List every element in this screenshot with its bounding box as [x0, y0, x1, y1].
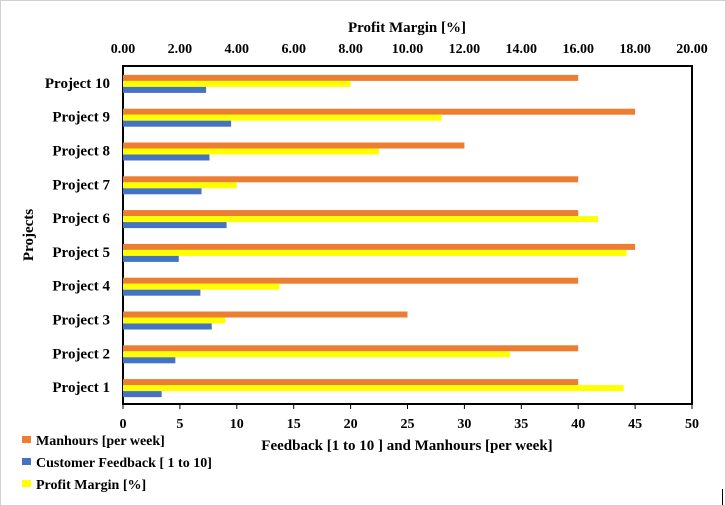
bottom-axis-ticks: 0 5 10 15 20 25 30 35 40 45 50 — [120, 404, 699, 432]
bar-customer-feedback — [123, 222, 227, 229]
category-label: Project 4 — [52, 279, 110, 295]
bar-profit-margin — [123, 148, 380, 155]
bar-manhours — [123, 345, 579, 352]
bar-manhours — [123, 74, 579, 81]
bar-customer-feedback — [123, 255, 179, 262]
bar-profit-margin — [123, 283, 280, 290]
bar-profit-margin — [123, 114, 442, 121]
category-label: Project 5 — [52, 245, 110, 261]
bar-customer-feedback — [123, 357, 176, 364]
bar-manhours — [123, 311, 408, 318]
bottom-tick-label: 25 — [401, 417, 415, 432]
bar-profit-margin — [123, 182, 237, 189]
bar-manhours — [123, 142, 465, 149]
top-tick-label: 20.00 — [676, 42, 708, 57]
legend-label: Manhours [per week] — [36, 434, 165, 449]
bar-customer-feedback — [123, 323, 212, 330]
top-tick-label: 4.00 — [225, 42, 250, 57]
bar-profit-margin — [123, 351, 510, 358]
bar-manhours — [123, 277, 579, 284]
legend-swatch — [22, 480, 31, 487]
legend-swatch — [22, 436, 31, 443]
top-tick-label: 0.00 — [111, 42, 136, 57]
bar-manhours — [123, 176, 579, 183]
top-axis-ticks: 0.00 2.00 4.00 6.00 8.00 10.00 12.00 14.00 16.00… — [111, 42, 708, 57]
bottom-tick-label: 45 — [628, 417, 642, 432]
bar-profit-margin — [123, 317, 226, 324]
bottom-axis-title: Feedback [1 to 10 ] and Manhours [per we… — [261, 438, 552, 454]
bottom-tick-label: 5 — [176, 417, 183, 432]
top-tick-label: 18.00 — [619, 42, 651, 57]
bar-manhours — [123, 210, 579, 217]
top-tick-label: 6.00 — [281, 42, 306, 57]
category-label: Project 7 — [52, 177, 110, 193]
category-labels: Project 1 Project 2 Project 3 Project 4 Proj… — [45, 76, 111, 396]
bar-manhours — [123, 379, 579, 386]
category-label: Project 6 — [52, 211, 110, 227]
bottom-tick-label: 50 — [685, 417, 699, 432]
bar-customer-feedback — [123, 289, 201, 296]
top-tick-label: 12.00 — [449, 42, 481, 57]
bottom-tick-label: 20 — [344, 417, 358, 432]
text-cursor — [722, 489, 723, 505]
bar-manhours — [123, 108, 636, 115]
top-axis-title: Profit Margin [%] — [348, 20, 466, 36]
bar-customer-feedback — [123, 120, 232, 127]
bar-customer-feedback — [123, 86, 207, 93]
bottom-tick-label: 30 — [457, 417, 471, 432]
category-label: Project 3 — [52, 313, 110, 329]
bar-customer-feedback — [123, 391, 162, 398]
legend: Manhours [per week] Customer Feedback [ 1… — [22, 434, 212, 493]
legend-label: Customer Feedback [ 1 to 10] — [36, 456, 212, 471]
legend-label: Profit Margin [%] — [36, 478, 146, 493]
category-label: Project 9 — [52, 110, 110, 126]
top-tick-label: 8.00 — [338, 42, 363, 57]
bar-profit-margin — [123, 216, 599, 223]
top-tick-label: 10.00 — [392, 42, 424, 57]
bar-profit-margin — [123, 80, 351, 87]
bottom-tick-label: 35 — [514, 417, 528, 432]
y-axis-title: Projects — [21, 209, 37, 261]
bottom-tick-label: 15 — [287, 417, 301, 432]
bar-profit-margin — [123, 385, 624, 392]
bottom-tick-label: 10 — [230, 417, 244, 432]
bar-manhours — [123, 243, 636, 250]
category-label: Project 10 — [45, 76, 110, 92]
top-tick-label: 16.00 — [562, 42, 594, 57]
category-label: Project 8 — [52, 144, 110, 160]
bar-profit-margin — [123, 249, 627, 256]
bars-group — [123, 74, 636, 398]
category-label: Project 2 — [52, 346, 110, 362]
bar-customer-feedback — [123, 188, 202, 195]
bottom-tick-label: 40 — [571, 417, 585, 432]
top-tick-label: 14.00 — [506, 42, 538, 57]
top-tick-label: 2.00 — [168, 42, 193, 57]
category-label: Project 1 — [52, 380, 110, 396]
bottom-tick-label: 0 — [120, 417, 127, 432]
legend-swatch — [22, 458, 31, 465]
bar-customer-feedback — [123, 154, 210, 161]
